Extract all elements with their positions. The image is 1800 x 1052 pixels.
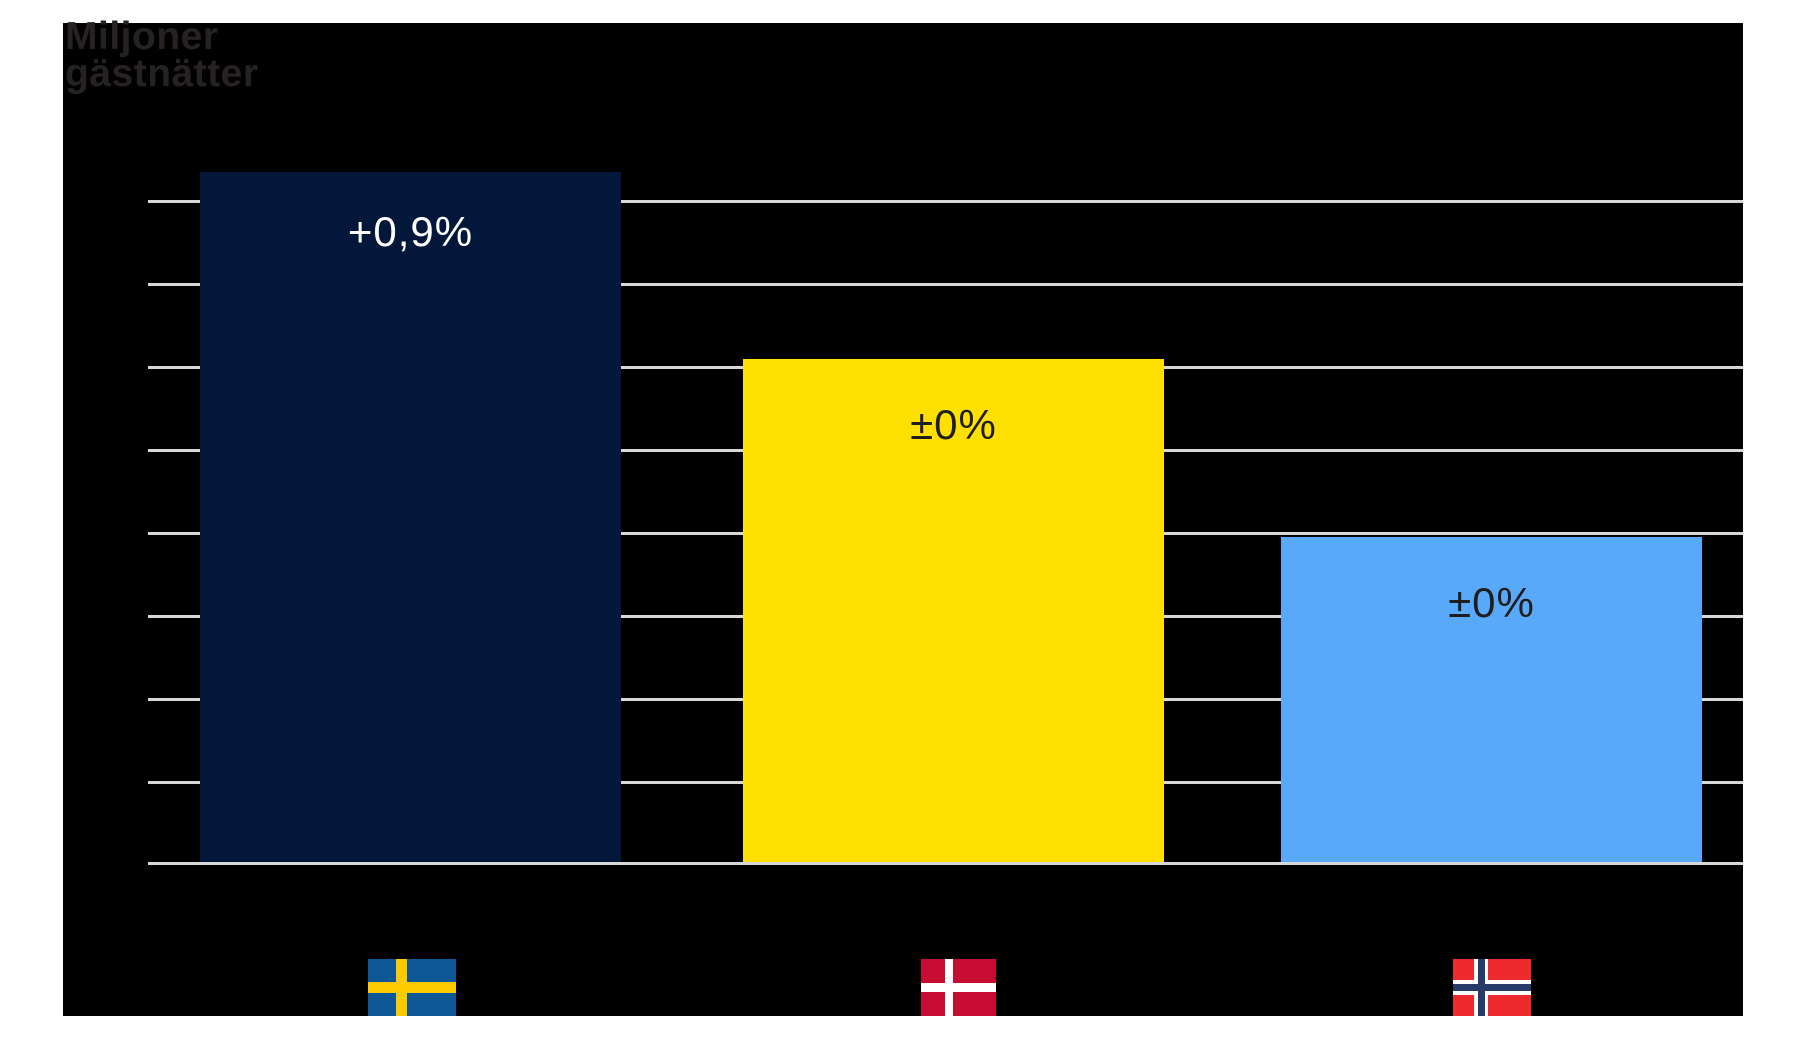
bar-label-sweden: +0,9% — [347, 208, 474, 255]
bar-sweden: +0,9% — [200, 172, 621, 862]
y-axis-title-line2: gästnätter — [65, 52, 259, 95]
norway-flag-icon — [1453, 959, 1531, 1016]
bar-norway: ±0% — [1281, 537, 1702, 862]
bar-denmark: ±0% — [743, 359, 1164, 862]
denmark-flag-cross-horizontal — [921, 983, 996, 992]
gridline-1 — [148, 200, 1743, 203]
norway-flag-cross-navy-horizontal — [1453, 983, 1531, 991]
gridline-2 — [148, 283, 1743, 286]
sweden-flag-cross-horizontal — [368, 981, 456, 994]
sweden-flag-icon — [368, 959, 456, 1016]
denmark-flag-icon — [921, 959, 996, 1016]
y-axis-title: Miljoner gästnätter — [65, 15, 485, 95]
bar-label-denmark: ±0% — [910, 401, 997, 448]
chart-plot-background: Miljoner gästnätter +0,9% ±0% ±0% — [63, 17, 1743, 1016]
y-axis-title-line1: Miljoner — [65, 15, 219, 58]
x-axis-line — [148, 862, 1743, 865]
bar-label-norway: ±0% — [1448, 579, 1535, 626]
